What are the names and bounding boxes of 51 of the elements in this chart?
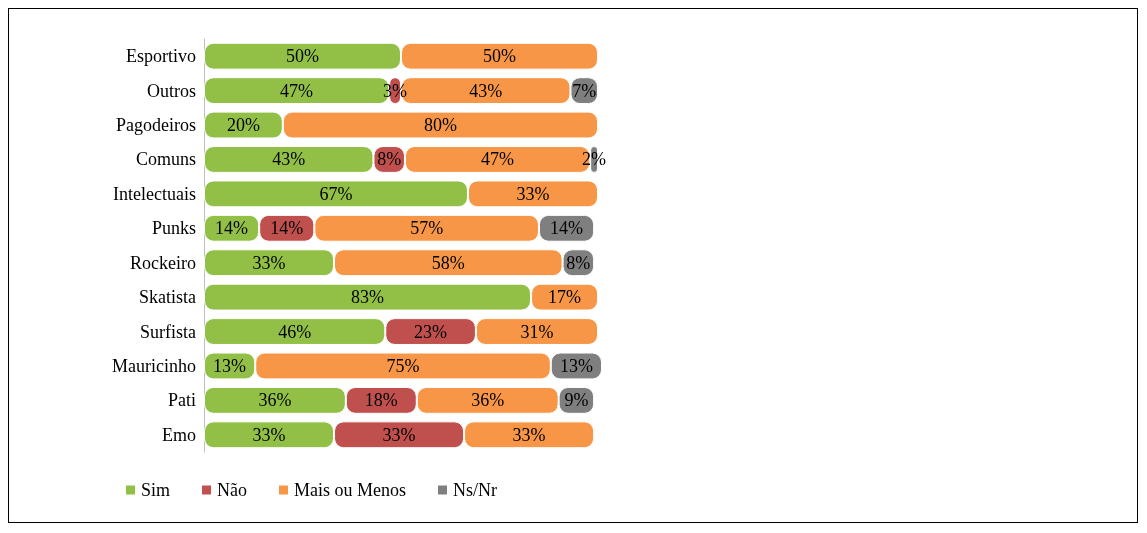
data-label: 50% xyxy=(483,46,517,67)
y-tick-label: Intelectuais xyxy=(113,183,196,204)
data-label: 36% xyxy=(258,390,292,411)
legend-label: Ns/Nr xyxy=(453,480,497,500)
y-tick-label: Esportivo xyxy=(126,46,196,67)
data-label: 57% xyxy=(410,218,444,239)
legend-label: Mais ou Menos xyxy=(294,480,406,500)
y-tick-label: Emo xyxy=(162,424,196,445)
data-label: 47% xyxy=(481,149,515,170)
data-label: 14% xyxy=(270,218,304,239)
y-tick-label: Pagodeiros xyxy=(116,115,196,136)
data-label: 13% xyxy=(559,355,593,376)
data-label: 33% xyxy=(252,252,286,273)
data-label: 23% xyxy=(414,321,448,342)
y-tick-label: Comuns xyxy=(135,149,196,170)
data-label: 33% xyxy=(252,424,286,445)
data-label: 43% xyxy=(469,80,503,101)
data-label: 46% xyxy=(278,321,312,342)
data-label: 18% xyxy=(364,390,398,411)
data-label: 67% xyxy=(319,183,353,204)
data-label: 33% xyxy=(382,424,416,445)
y-tick-label: Punks xyxy=(151,218,196,239)
data-label: 7% xyxy=(572,80,597,101)
legend-label: Não xyxy=(217,480,248,500)
data-label: 33% xyxy=(516,183,550,204)
y-tick-label: Skatista xyxy=(139,287,197,308)
y-tick-label: Rockeiro xyxy=(130,252,196,273)
data-label: 47% xyxy=(280,80,314,101)
y-tick-label: Surfista xyxy=(140,321,197,342)
data-label: 9% xyxy=(564,390,589,411)
legend-label: Sim xyxy=(141,480,171,500)
data-label: 80% xyxy=(423,115,457,136)
data-label: 20% xyxy=(226,115,260,136)
data-label: 36% xyxy=(471,390,505,411)
data-label: 83% xyxy=(351,287,385,308)
data-label: 75% xyxy=(386,355,420,376)
y-tick-label: Mauricinho xyxy=(112,355,196,376)
data-label: 58% xyxy=(431,252,465,273)
y-tick-label: Outros xyxy=(147,80,196,101)
y-tick-label: Pati xyxy=(167,390,196,411)
data-label: 17% xyxy=(548,287,582,308)
data-label: 8% xyxy=(566,252,591,273)
data-label: 14% xyxy=(550,218,584,239)
data-label: 43% xyxy=(272,149,306,170)
data-label: 13% xyxy=(213,355,247,376)
data-label: 8% xyxy=(377,149,402,170)
data-label: 14% xyxy=(215,218,249,239)
data-label: 50% xyxy=(286,46,320,67)
data-label: 33% xyxy=(512,424,546,445)
data-label: 31% xyxy=(520,321,554,342)
data-label: 2% xyxy=(582,149,607,170)
